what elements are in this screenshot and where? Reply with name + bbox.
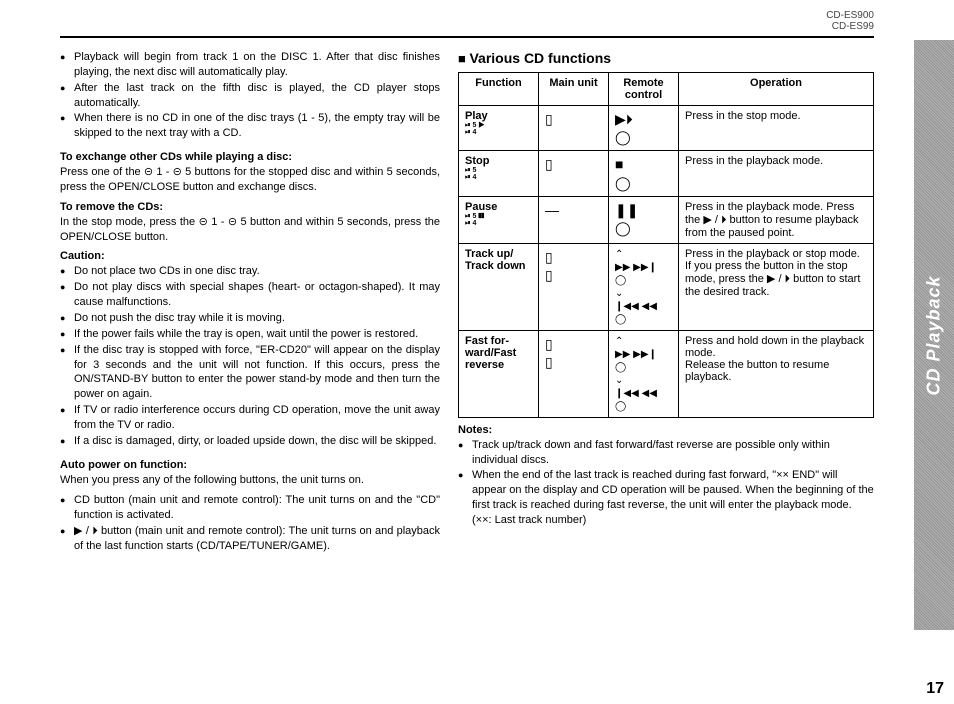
remote-icon: ⌃▶▶ ▶▶❙◯⌄❙◀◀ ◀◀◯ <box>609 243 679 330</box>
table-row: Track up/Track down ▯▯ ⌃▶▶ ▶▶❙◯⌄❙◀◀ ◀◀◯ … <box>459 243 874 330</box>
operation-cell: Press in the playback mode. Press the ▶ … <box>679 196 874 243</box>
remote-icon: ⌃▶▶ ▶▶❙◯⌄❙◀◀ ◀◀◯ <box>609 330 679 417</box>
table-row: Fast for-ward/Fastreverse ▯▯ ⌃▶▶ ▶▶❙◯⌄❙◀… <box>459 330 874 417</box>
caution-item: If a disc is damaged, dirty, or loaded u… <box>60 434 440 449</box>
autopower-lead: When you press any of the following butt… <box>60 473 440 488</box>
autopower-item: CD button (main unit and remote control)… <box>60 493 440 523</box>
main-unit-icon: ▯ <box>539 151 609 196</box>
model-header: CD-ES900 CD-ES99 <box>60 10 924 32</box>
operation-cell: Press in the playback or stop mode.If yo… <box>679 243 874 330</box>
func-cell: Track up/Track down <box>459 243 539 330</box>
functions-table: Function Main unit Remote control Operat… <box>458 72 874 418</box>
func-label: Stop <box>465 155 489 167</box>
operation-cell: Press in the stop mode. <box>679 106 874 151</box>
caution-item: Do not place two CDs in one disc tray. <box>60 264 440 279</box>
notes-list: Track up/track down and fast forward/fas… <box>458 438 874 528</box>
func-cell: Fast for-ward/Fastreverse <box>459 330 539 417</box>
table-header-row: Function Main unit Remote control Operat… <box>459 73 874 106</box>
intro-item: Playback will begin from track 1 on the … <box>60 50 440 80</box>
th-function: Function <box>459 73 539 106</box>
intro-item: After the last track on the fifth disc i… <box>60 81 440 111</box>
caution-list: Do not place two CDs in one disc tray. D… <box>60 264 440 448</box>
main-unit-icon: ▯▯ <box>539 330 609 417</box>
func-label: Play <box>465 110 488 122</box>
side-tab: CD Playback <box>914 40 954 630</box>
caution-item: If TV or radio interference occurs durin… <box>60 403 440 433</box>
model-1: CD-ES900 <box>826 10 874 21</box>
operation-cell: Press in the playback mode. <box>679 151 874 196</box>
th-main-unit: Main unit <box>539 73 609 106</box>
stop-icon: ⏯ 5⏯ 4 <box>465 167 532 181</box>
notes-item: Track up/track down and fast forward/fas… <box>458 438 874 468</box>
table-row: Pause ⏯ 5 ❚❚⏯ 4 — ❚❚◯ Press in the playb… <box>459 196 874 243</box>
exchange-body: Press one of the ⊝ 1 - ⊝ 5 buttons for t… <box>60 165 440 195</box>
main-unit-icon: — <box>539 196 609 243</box>
func-cell: Pause ⏯ 5 ❚❚⏯ 4 <box>459 196 539 243</box>
intro-list: Playback will begin from track 1 on the … <box>60 50 440 141</box>
column-left: Playback will begin from track 1 on the … <box>60 50 440 564</box>
model-2: CD-ES99 <box>832 21 874 32</box>
page-number: 17 <box>926 680 944 698</box>
column-right: Various CD functions Function Main unit … <box>458 50 874 564</box>
autopower-item: ▶ / ⏵ button (main unit and remote contr… <box>60 524 440 554</box>
page: CD-ES900 CD-ES99 Playback will begin fro… <box>0 0 954 704</box>
pause-icon: ⏯ 5 ❚❚⏯ 4 <box>465 213 532 227</box>
notes-item: When the end of the last track is reache… <box>458 468 874 527</box>
main-unit-icon: ▯▯ <box>539 243 609 330</box>
operation-cell: Press and hold down in the playback mode… <box>679 330 874 417</box>
caution-item: If the power fails while the tray is ope… <box>60 327 440 342</box>
caution-item: If the disc tray is stopped with force, … <box>60 343 440 402</box>
func-label: Pause <box>465 201 497 213</box>
table-row: Play ⏯ 5 ▶⏯ 4 ▯ ▶⏵◯ Press in the stop mo… <box>459 106 874 151</box>
func-cell: Stop ⏯ 5⏯ 4 <box>459 151 539 196</box>
notes-title: Notes: <box>458 424 874 436</box>
remote-icon: ▶⏵◯ <box>609 106 679 151</box>
rule-top <box>60 36 874 38</box>
intro-item: When there is no CD in one of the disc t… <box>60 111 440 141</box>
th-remote: Remote control <box>609 73 679 106</box>
caution-item: Do not play discs with special shapes (h… <box>60 280 440 310</box>
main-unit-icon: ▯ <box>539 106 609 151</box>
autopower-title: Auto power on function: <box>60 459 440 471</box>
table-row: Stop ⏯ 5⏯ 4 ▯ ■◯ Press in the playback m… <box>459 151 874 196</box>
caution-title: Caution: <box>60 250 440 262</box>
th-operation: Operation <box>679 73 874 106</box>
play-icon: ⏯ 5 ▶⏯ 4 <box>465 122 532 136</box>
remote-icon: ❚❚◯ <box>609 196 679 243</box>
autopower-list: CD button (main unit and remote control)… <box>60 493 440 553</box>
caution-item: Do not push the disc tray while it is mo… <box>60 311 440 326</box>
side-tab-label: CD Playback <box>924 275 945 395</box>
section-title: Various CD functions <box>458 50 874 66</box>
exchange-title: To exchange other CDs while playing a di… <box>60 151 440 163</box>
remove-title: To remove the CDs: <box>60 201 440 213</box>
remove-body: In the stop mode, press the ⊝ 1 - ⊝ 5 bu… <box>60 215 440 245</box>
func-cell: Play ⏯ 5 ▶⏯ 4 <box>459 106 539 151</box>
remote-icon: ■◯ <box>609 151 679 196</box>
content-columns: Playback will begin from track 1 on the … <box>60 50 924 564</box>
